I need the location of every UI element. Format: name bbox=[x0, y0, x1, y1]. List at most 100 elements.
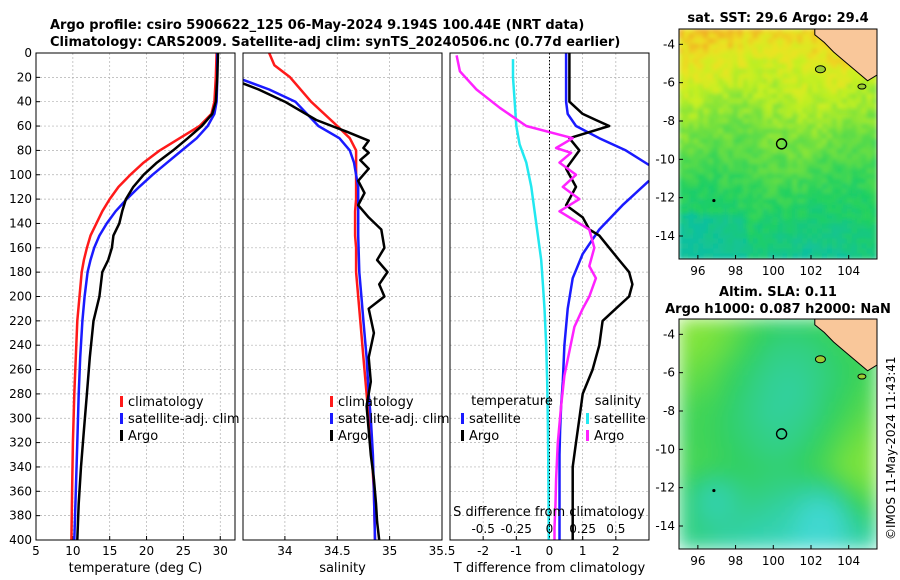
map-cell bbox=[866, 153, 873, 160]
map-cell bbox=[851, 363, 858, 370]
map-cell bbox=[732, 388, 739, 395]
map-cell bbox=[757, 73, 764, 80]
map-cell bbox=[728, 388, 734, 395]
map-cell bbox=[723, 98, 729, 105]
map-cell bbox=[797, 168, 804, 175]
map-cell bbox=[777, 118, 784, 125]
map-cell bbox=[802, 148, 809, 155]
map-cell bbox=[723, 193, 729, 200]
map-cell bbox=[757, 378, 764, 385]
map-cell bbox=[732, 163, 739, 170]
map-cell bbox=[822, 513, 828, 520]
map-cell bbox=[782, 238, 789, 245]
map-cell bbox=[841, 83, 848, 90]
map-cell bbox=[688, 343, 695, 350]
map-cell bbox=[688, 518, 695, 525]
map-cell bbox=[713, 158, 720, 165]
map-cell bbox=[812, 468, 819, 475]
map-cell bbox=[693, 473, 700, 480]
map-cell bbox=[836, 348, 843, 355]
map-cell bbox=[747, 413, 754, 420]
map-cell bbox=[777, 528, 784, 535]
map-cell bbox=[679, 93, 685, 100]
map-cell bbox=[713, 403, 720, 410]
map-cell bbox=[831, 388, 838, 395]
map-cell bbox=[866, 523, 873, 530]
map-cell bbox=[782, 78, 789, 85]
map-cell bbox=[737, 483, 744, 490]
map-cell bbox=[817, 328, 824, 335]
map-cell bbox=[866, 233, 873, 240]
map-cell bbox=[757, 63, 764, 70]
map-cell bbox=[742, 193, 749, 200]
map-cell bbox=[772, 473, 779, 480]
map-cell bbox=[718, 108, 725, 115]
map-cell bbox=[728, 423, 734, 430]
map-cell bbox=[802, 333, 809, 340]
map-cell bbox=[817, 483, 824, 490]
map-cell bbox=[683, 188, 690, 195]
map-cell bbox=[772, 433, 779, 440]
map-cell bbox=[787, 29, 794, 35]
map-cell bbox=[698, 358, 705, 365]
map-cell bbox=[683, 388, 690, 395]
map-cell bbox=[802, 488, 809, 495]
map-cell bbox=[698, 388, 705, 395]
map-cell bbox=[757, 523, 764, 530]
map-cell bbox=[737, 333, 744, 340]
map-cell bbox=[742, 253, 749, 259]
map-cell bbox=[728, 383, 734, 390]
map-cell bbox=[713, 428, 720, 435]
map-cell bbox=[822, 238, 828, 245]
map-cell bbox=[737, 168, 744, 175]
map-cell bbox=[713, 358, 720, 365]
map-cell bbox=[762, 508, 769, 515]
map-cell bbox=[822, 153, 828, 160]
map-cell bbox=[688, 328, 695, 335]
map-cell bbox=[762, 373, 769, 380]
map-cell bbox=[698, 493, 705, 500]
map-cell bbox=[737, 363, 744, 370]
map-cell bbox=[802, 48, 809, 55]
map-cell bbox=[772, 113, 779, 120]
map-cell bbox=[757, 473, 764, 480]
map-cell bbox=[846, 73, 853, 80]
map-cell bbox=[861, 538, 868, 545]
map-cell bbox=[728, 148, 734, 155]
map-cell bbox=[822, 223, 828, 230]
map-cell bbox=[841, 88, 848, 95]
map-cell bbox=[856, 93, 863, 100]
map-cell bbox=[777, 383, 784, 390]
map-cell bbox=[782, 108, 789, 115]
map-cell bbox=[718, 443, 725, 450]
map-cell bbox=[822, 198, 828, 205]
map-cell bbox=[683, 228, 690, 235]
map-cell bbox=[728, 498, 734, 505]
map-cell bbox=[866, 543, 873, 549]
map-cell bbox=[757, 33, 764, 40]
map-cell bbox=[792, 83, 799, 90]
map-cell bbox=[732, 188, 739, 195]
map-cell bbox=[827, 128, 833, 135]
map-cell bbox=[831, 443, 838, 450]
map-cell bbox=[787, 373, 794, 380]
map-cell bbox=[683, 93, 690, 100]
map-cell bbox=[841, 148, 848, 155]
map-cell bbox=[732, 53, 739, 60]
map-cell bbox=[683, 348, 690, 355]
map-cell bbox=[861, 78, 868, 85]
map-cell bbox=[871, 498, 877, 505]
map-cell bbox=[747, 223, 754, 230]
map-cell bbox=[792, 38, 799, 45]
map-cell bbox=[831, 113, 838, 120]
map-cell bbox=[822, 493, 828, 500]
map-cell bbox=[679, 528, 685, 535]
map-cell bbox=[797, 348, 804, 355]
legend-label: Argo bbox=[469, 429, 499, 444]
map-cell bbox=[802, 173, 809, 180]
map-cell bbox=[742, 93, 749, 100]
map-cell bbox=[728, 353, 734, 360]
map-cell bbox=[679, 33, 685, 40]
legend-header-salinity: salinity bbox=[595, 394, 642, 409]
map-cell bbox=[792, 328, 799, 335]
